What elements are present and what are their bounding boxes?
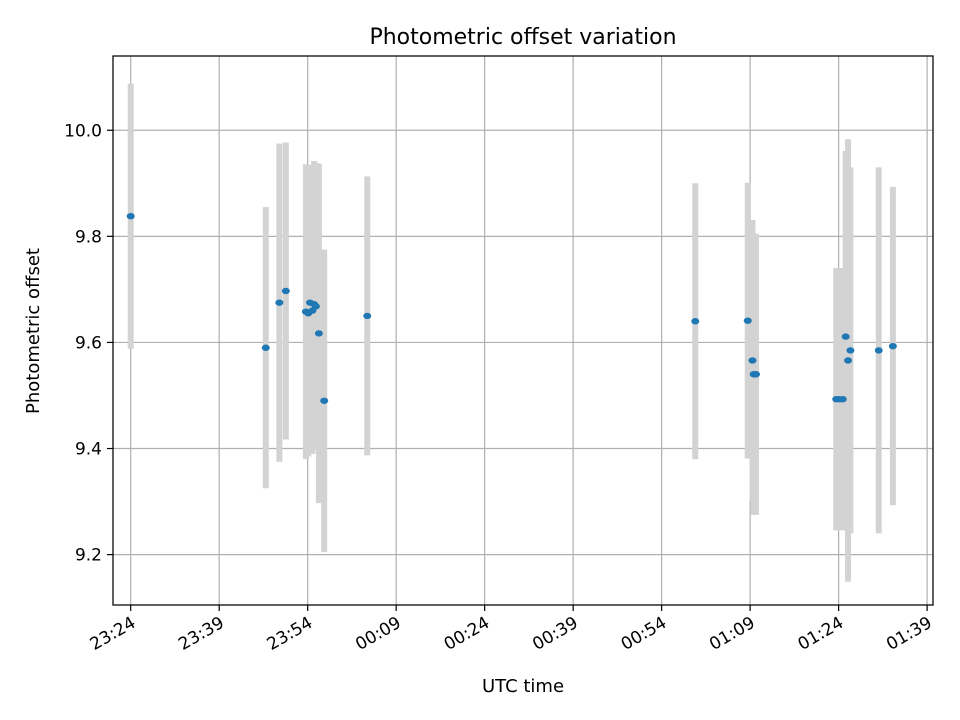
chart-title: Photometric offset variation	[369, 25, 676, 50]
data-point	[752, 371, 761, 378]
data-point	[874, 347, 883, 354]
data-point	[838, 395, 847, 403]
data-point	[846, 347, 855, 354]
y-axis-label: Photometric offset	[23, 248, 44, 414]
y-tick-label: 9.8	[75, 227, 102, 247]
data-point	[126, 212, 135, 220]
data-point	[748, 357, 757, 364]
data-point	[275, 299, 284, 306]
plot-frame	[112, 55, 934, 606]
data-point	[844, 357, 853, 364]
data-point	[320, 397, 329, 404]
data-point	[261, 344, 270, 351]
data-point	[888, 342, 897, 350]
y-tick-label: 9.6	[75, 333, 102, 353]
data-point	[311, 303, 320, 310]
x-axis-label: UTC time	[482, 676, 564, 697]
y-tick-label: 10.0	[64, 121, 102, 141]
data-point	[363, 312, 372, 320]
y-axis: 9.2 9.4 9.6 9.8 10.0	[64, 121, 113, 566]
y-tick-label: 9.2	[75, 546, 102, 566]
data-point	[841, 333, 850, 340]
data-points	[126, 212, 897, 404]
data-point	[281, 287, 290, 295]
data-point	[691, 318, 700, 325]
data-point	[314, 330, 323, 337]
data-point	[743, 317, 752, 324]
y-tick-label: 9.4	[75, 440, 102, 460]
